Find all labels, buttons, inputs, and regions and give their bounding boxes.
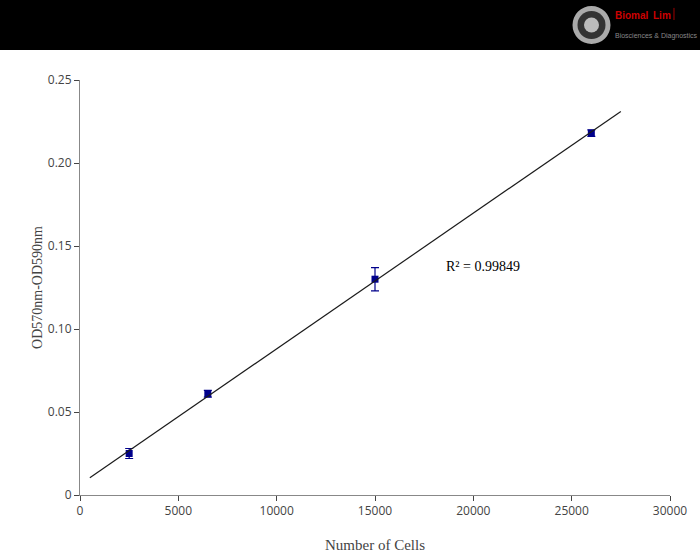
- svg-text:OD570nm-OD590nm: OD570nm-OD590nm: [30, 226, 45, 349]
- svg-text:Lim: Lim: [653, 10, 671, 21]
- svg-text:25000: 25000: [555, 502, 589, 519]
- svg-text:0.15: 0.15: [48, 237, 72, 254]
- svg-text:0: 0: [77, 502, 84, 519]
- svg-text:R² = 0.99849: R² = 0.99849: [446, 259, 520, 274]
- svg-text:0.10: 0.10: [48, 320, 72, 337]
- svg-text:0.05: 0.05: [48, 403, 72, 420]
- svg-text:│: │: [671, 7, 677, 21]
- svg-text:0.20: 0.20: [48, 154, 72, 171]
- svg-text:BiomaI: BiomaI: [615, 10, 649, 21]
- svg-text:10000: 10000: [260, 502, 294, 519]
- svg-text:20000: 20000: [456, 502, 490, 519]
- svg-text:5000: 5000: [165, 502, 193, 519]
- svg-text:0: 0: [65, 486, 72, 503]
- svg-text:0.25: 0.25: [48, 71, 72, 88]
- svg-text:Biosciences & Diagnostics: Biosciences & Diagnostics: [615, 32, 698, 40]
- svg-text:Number of Cells: Number of Cells: [325, 537, 425, 553]
- svg-text:15000: 15000: [358, 502, 392, 519]
- svg-text:30000: 30000: [653, 502, 687, 519]
